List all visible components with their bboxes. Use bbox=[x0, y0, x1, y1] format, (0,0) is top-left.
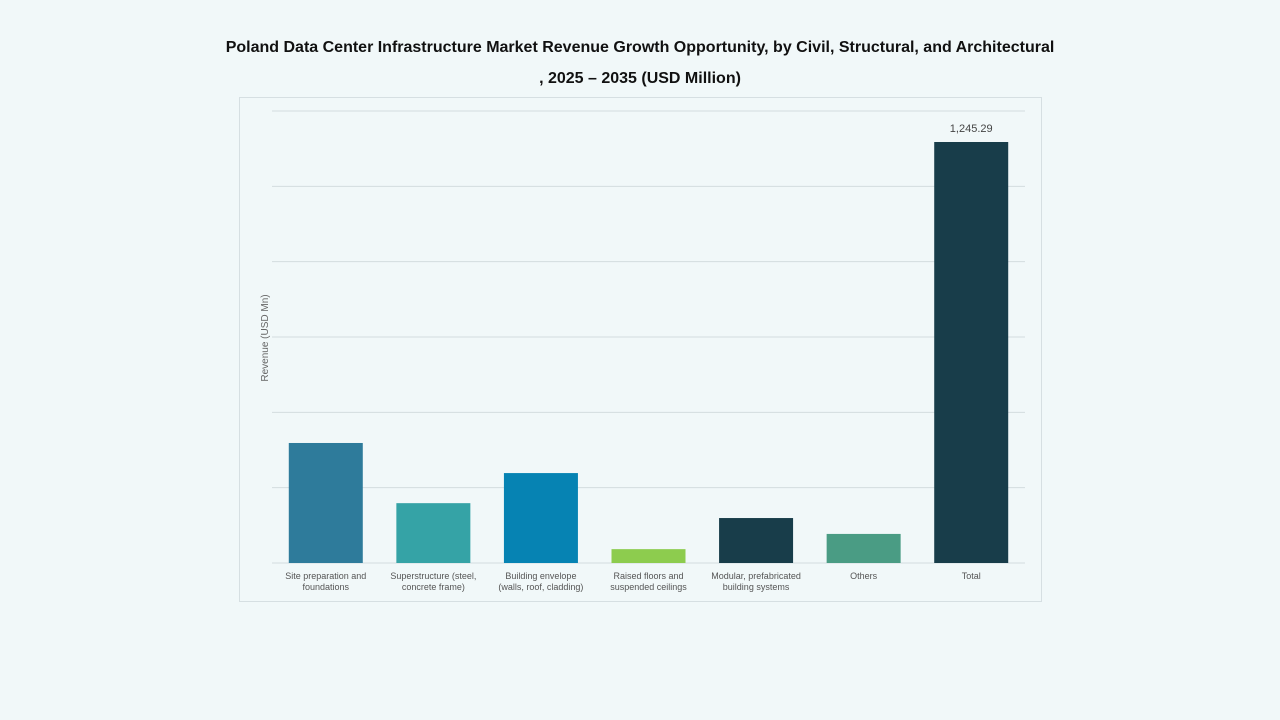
chart-title: Poland Data Center Infrastructure Market… bbox=[200, 32, 1080, 94]
data-label: 1,245.29 bbox=[950, 123, 993, 135]
bar bbox=[396, 503, 471, 563]
category-label: suspended ceilings bbox=[610, 582, 687, 592]
chart-subtitle: , 2025 – 2035 (USD Million) bbox=[539, 70, 741, 87]
category-label: building systems bbox=[723, 582, 790, 592]
category-label: Modular, prefabricated bbox=[711, 571, 801, 581]
bar bbox=[934, 142, 1009, 563]
category-label: (walls, roof, cladding) bbox=[498, 582, 583, 592]
category-label: Superstructure (steel, bbox=[390, 571, 476, 581]
category-label: Site preparation and bbox=[285, 571, 366, 581]
category-label: Raised floors and bbox=[613, 571, 683, 581]
category-label: foundations bbox=[303, 582, 350, 592]
category-label: Building envelope bbox=[505, 571, 576, 581]
category-label: Total bbox=[962, 571, 981, 581]
y-axis-label: Revenue (USD Mn) bbox=[260, 294, 271, 381]
category-label: Others bbox=[850, 571, 878, 581]
category-label: concrete frame) bbox=[402, 582, 465, 592]
bar bbox=[826, 533, 901, 563]
bar bbox=[503, 473, 578, 563]
bar bbox=[611, 549, 686, 563]
bar bbox=[288, 442, 363, 563]
bar bbox=[719, 518, 794, 563]
chart-title-line1: Poland Data Center Infrastructure Market… bbox=[225, 39, 1055, 56]
